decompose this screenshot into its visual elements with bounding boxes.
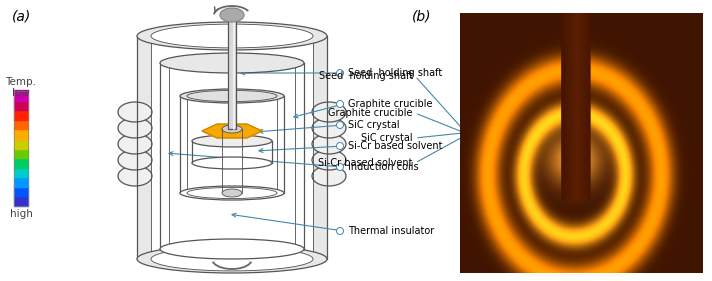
Ellipse shape: [187, 187, 277, 199]
Text: SiC crystal: SiC crystal: [348, 120, 399, 130]
Ellipse shape: [312, 166, 346, 186]
Bar: [14, 196, 28, 206]
Ellipse shape: [312, 134, 346, 154]
Ellipse shape: [222, 125, 242, 133]
Bar: [14, 148, 28, 158]
Circle shape: [337, 228, 343, 235]
Ellipse shape: [187, 90, 277, 102]
Bar: [14, 91, 28, 206]
Bar: [14, 139, 28, 148]
Text: Thermal insulator: Thermal insulator: [348, 226, 434, 236]
Ellipse shape: [192, 135, 272, 147]
Circle shape: [337, 164, 343, 171]
Ellipse shape: [160, 53, 304, 73]
Ellipse shape: [160, 239, 304, 259]
Ellipse shape: [312, 150, 346, 170]
Ellipse shape: [312, 118, 346, 138]
Text: Seed  holding shaft: Seed holding shaft: [348, 68, 442, 78]
Text: Si-Cr based solvent: Si-Cr based solvent: [318, 158, 413, 168]
Text: (a): (a): [12, 9, 31, 23]
Bar: [14, 186, 28, 196]
Ellipse shape: [220, 8, 244, 22]
Ellipse shape: [151, 24, 313, 48]
Bar: [14, 158, 28, 168]
Ellipse shape: [151, 247, 313, 271]
Text: SiC crystal: SiC crystal: [362, 133, 413, 143]
Ellipse shape: [180, 186, 284, 200]
Ellipse shape: [192, 157, 272, 169]
Bar: [14, 119, 28, 129]
Ellipse shape: [180, 89, 284, 103]
Ellipse shape: [137, 22, 327, 50]
Text: Temp.: Temp.: [6, 77, 36, 87]
Polygon shape: [202, 124, 262, 138]
Bar: [14, 177, 28, 187]
Circle shape: [337, 142, 343, 149]
Bar: [14, 100, 28, 110]
Text: Seed  holding shaft: Seed holding shaft: [319, 71, 413, 81]
Bar: [14, 90, 28, 101]
Ellipse shape: [137, 245, 327, 273]
Text: Si-Cr based solvent: Si-Cr based solvent: [348, 141, 442, 151]
Ellipse shape: [118, 134, 152, 154]
Bar: [14, 167, 28, 177]
Text: Graphite crucible: Graphite crucible: [348, 99, 432, 109]
Ellipse shape: [118, 150, 152, 170]
Polygon shape: [313, 36, 327, 259]
Ellipse shape: [118, 166, 152, 186]
Bar: [14, 110, 28, 120]
Text: Graphite crucible: Graphite crucible: [328, 108, 413, 118]
Circle shape: [337, 101, 343, 108]
Text: (b): (b): [412, 9, 431, 23]
Bar: [14, 129, 28, 139]
Bar: [228, 13, 236, 129]
Ellipse shape: [118, 102, 152, 122]
Text: low: low: [12, 88, 30, 98]
Ellipse shape: [222, 189, 242, 197]
Circle shape: [337, 121, 343, 128]
Ellipse shape: [312, 102, 346, 122]
Ellipse shape: [118, 118, 152, 138]
Polygon shape: [137, 36, 151, 259]
Text: high: high: [9, 209, 33, 219]
Text: Induction coils: Induction coils: [348, 162, 419, 172]
Circle shape: [337, 69, 343, 76]
